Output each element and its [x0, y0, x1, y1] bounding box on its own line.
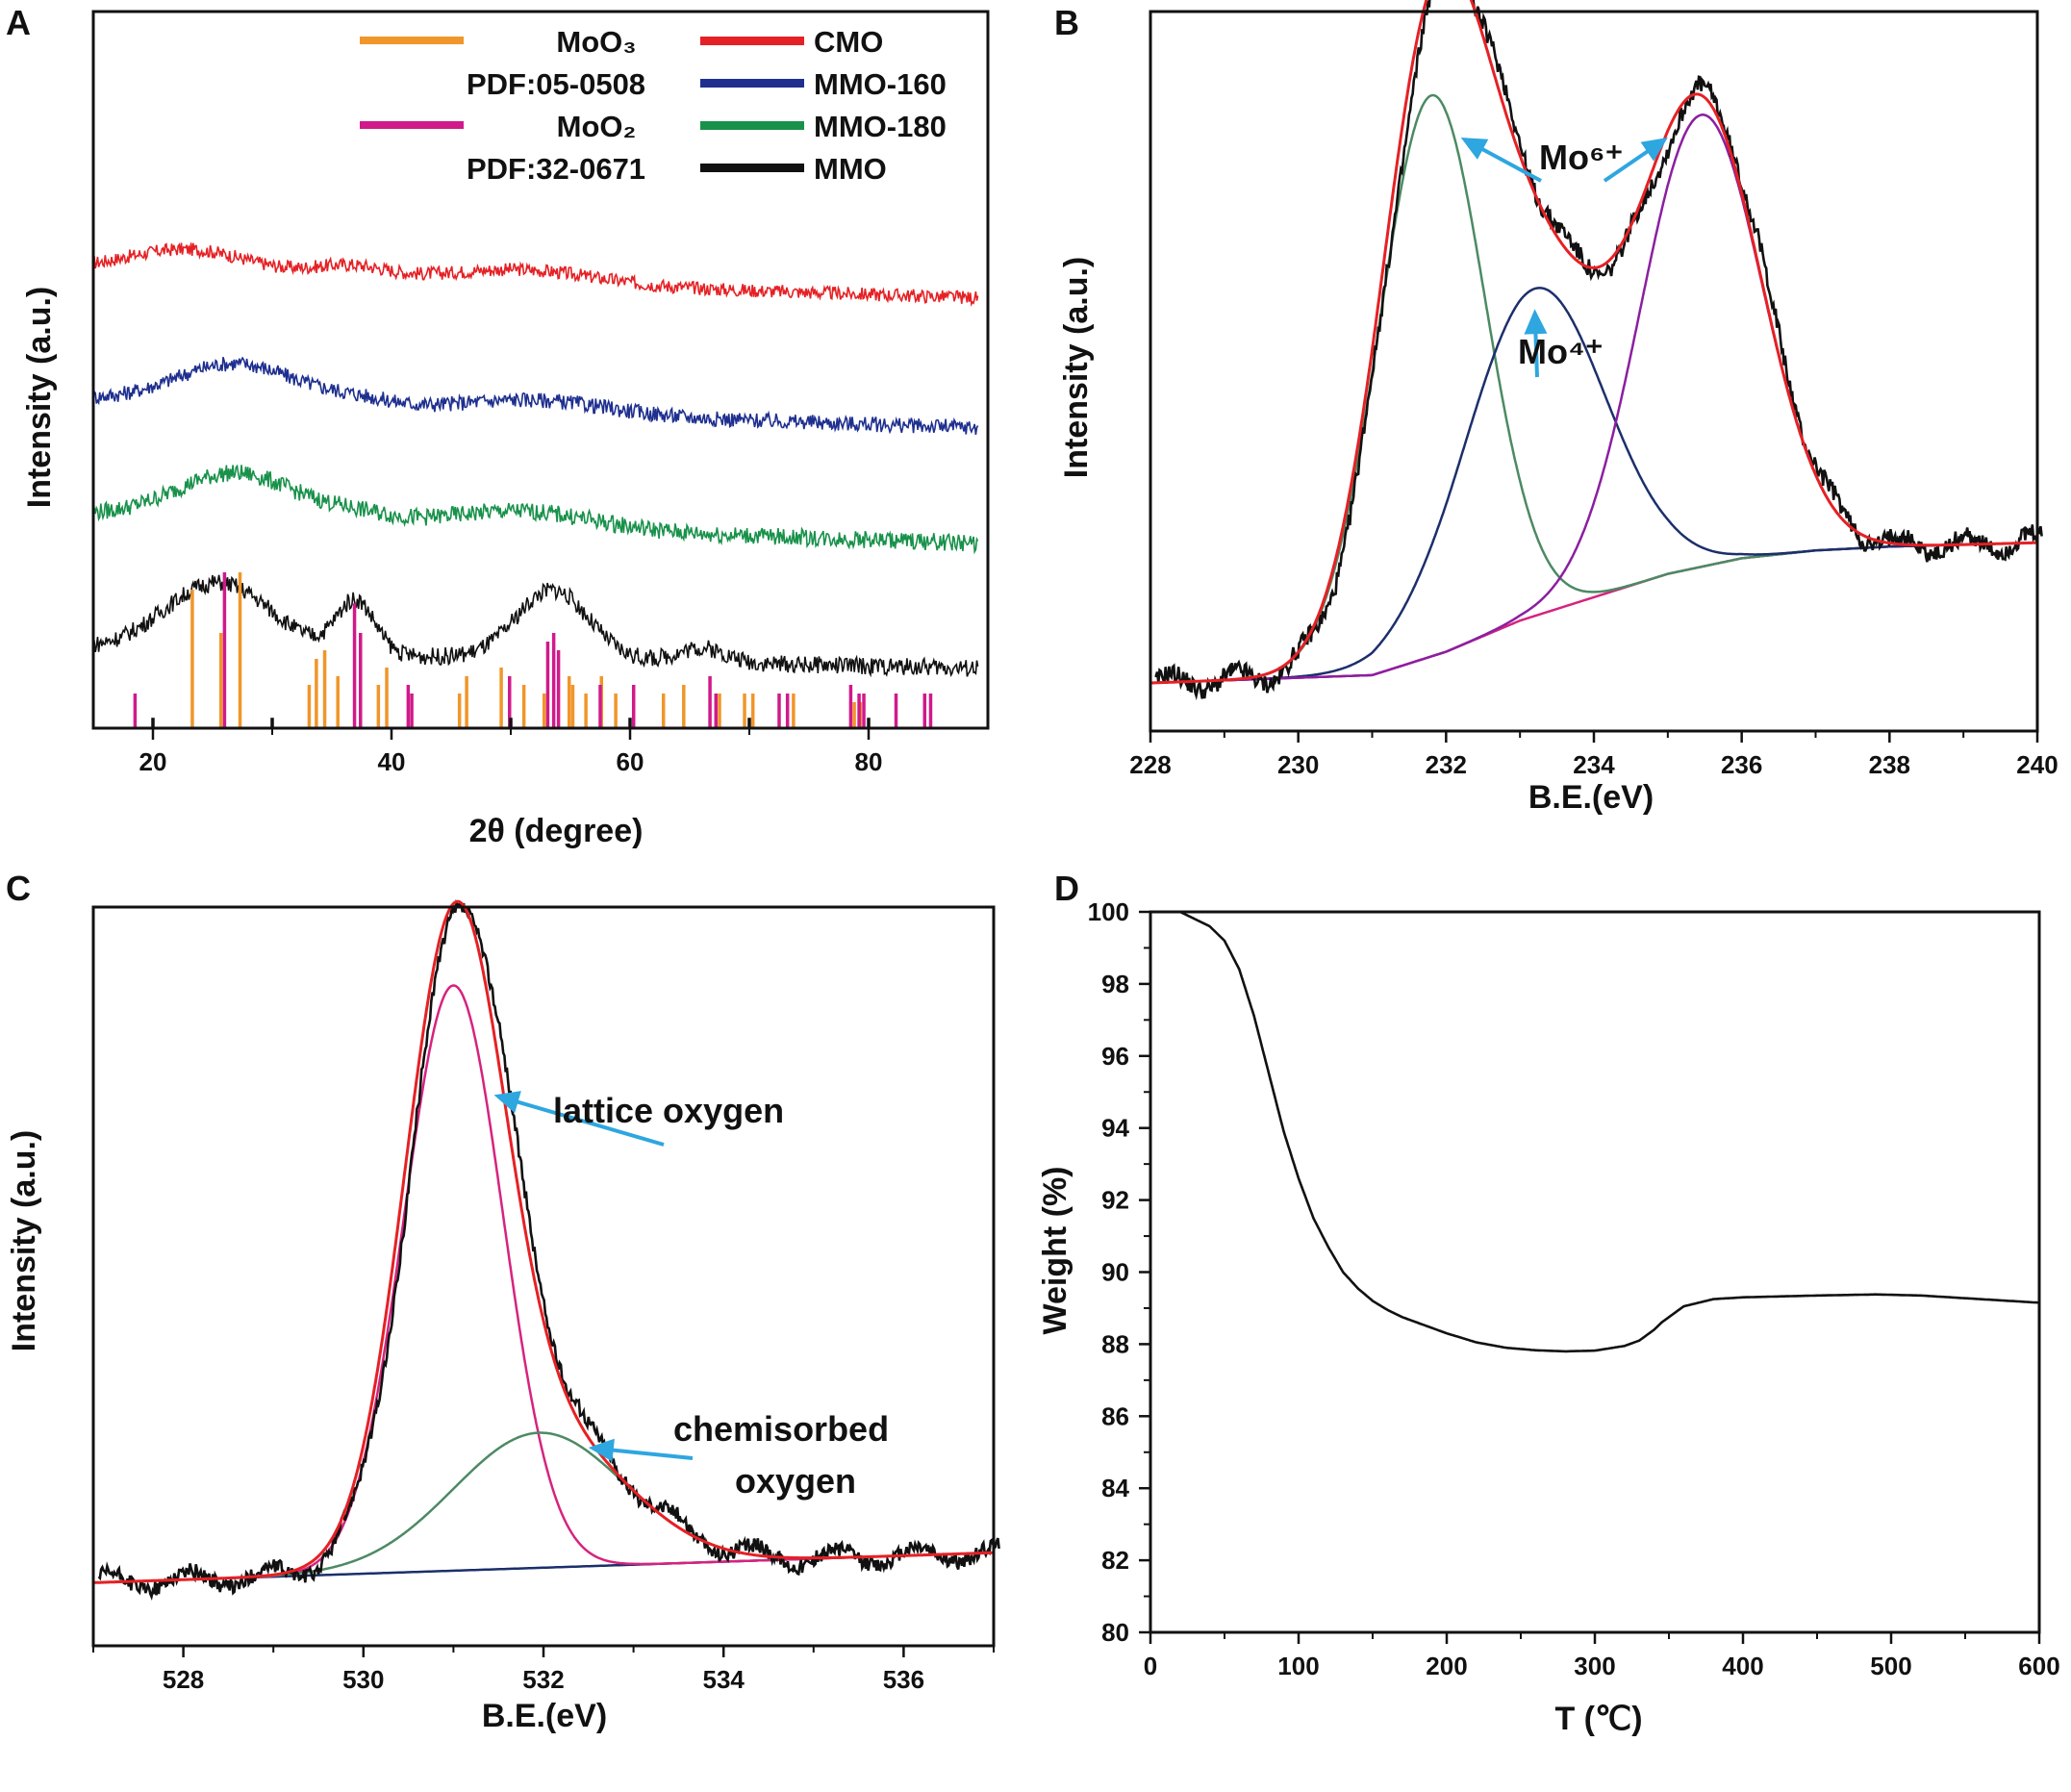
envelope-line — [93, 899, 994, 1584]
xps-mo-plot: 228 230 232 234 236 238 240 — [1129, 0, 2058, 779]
raw-data-line — [1154, 0, 2043, 701]
panel-d-xtick-label: 200 — [1426, 1652, 1467, 1680]
plot-b-xtick-label: 234 — [1573, 750, 1615, 779]
annotation-lattice-oxygen: lattice oxygen — [553, 1091, 784, 1130]
panel-letter-d: D — [1054, 869, 1079, 908]
arrow-lattice-oxygen — [514, 1098, 665, 1147]
arrow-mo4-head — [1524, 309, 1548, 335]
tga-plot: 0 100 200 300 400 500 600 80 82 84 86 88 90 92 94 96 98 1… — [1088, 897, 2060, 1680]
panel-b-annotations: Mo⁶⁺ Mo⁴⁺ — [1518, 138, 1624, 371]
envelope-line — [1150, 0, 2037, 685]
panel-a-ylabel: Intensity (a.u.) — [21, 287, 58, 508]
panel-d-xtick-label: 300 — [1574, 1652, 1615, 1680]
legend-label-mmo: MMO — [814, 152, 887, 186]
panel-d-ytick-label: 84 — [1101, 1474, 1129, 1502]
panel-d-ytick-label: 88 — [1101, 1329, 1129, 1358]
panel-d-xtick-label: 600 — [2018, 1652, 2059, 1680]
panel-d-ytick-label: 100 — [1088, 897, 1129, 926]
arrow-mo6-left-head — [1460, 138, 1489, 160]
panel-letter-c: C — [6, 869, 31, 908]
legend-pdf-moo3: PDF:05-0508 — [467, 67, 645, 101]
component-0 — [1150, 93, 2037, 685]
panel-a-xlabel: 2θ (degree) — [469, 813, 644, 849]
panel-d-ytick-label: 80 — [1101, 1618, 1129, 1647]
legend-label-mmo160: MMO-160 — [814, 67, 947, 101]
legend-swatch-moo3 — [360, 37, 464, 44]
plot-b-xtick-label: 228 — [1129, 750, 1171, 779]
xrd-plot: 20 40 60 80 — [91, 10, 990, 776]
plot-b-xtick-label: 236 — [1721, 750, 1762, 779]
panel-d-xtick-label: 0 — [1144, 1652, 1157, 1680]
panel-a-xtick-label: 80 — [855, 747, 883, 776]
series-mmo-180 — [92, 464, 979, 555]
annotation-mo4: Mo⁴⁺ — [1518, 332, 1604, 371]
plot-c-xtick-label: 532 — [522, 1665, 564, 1694]
legend-swatch-cmo — [700, 37, 804, 45]
series-cmo — [92, 242, 979, 307]
panel-c-annotations: lattice oxygen chemisorbed oxygen — [553, 1091, 889, 1501]
plot-b-xtick-label: 230 — [1277, 750, 1319, 779]
raw-data-line — [97, 898, 1000, 1602]
legend-pdf-moo2: PDF:32-0671 — [467, 152, 645, 186]
panel-d-ytick-label: 96 — [1101, 1042, 1129, 1071]
plot-c-xtick-label: 528 — [163, 1665, 204, 1694]
panel-a-xtick-label: 40 — [378, 747, 406, 776]
plot-c-xtick-label: 536 — [883, 1665, 924, 1694]
arrow-mo6-right-head — [1640, 138, 1668, 162]
legend-label-moo2: MoO₂ — [557, 110, 637, 143]
plot-b-xtick-label: 240 — [2016, 750, 2058, 779]
xps-o-plot: 528 530 532 534 536 — [91, 898, 1000, 1694]
plot-c-xtick-label: 530 — [342, 1665, 384, 1694]
panel-a-xtick-label: 60 — [617, 747, 644, 776]
legend-label-mmo180: MMO-180 — [814, 110, 947, 143]
legend-swatch-mmo180 — [700, 121, 804, 130]
component-0 — [93, 984, 994, 1584]
panel-c-xlabel: B.E.(eV) — [482, 1698, 607, 1734]
panel-letter-b: B — [1054, 3, 1079, 42]
plot-b-frame — [1149, 10, 2039, 733]
arrow-lattice-oxygen-head — [493, 1091, 521, 1114]
panel-a-legend: MoO₃ PDF:05-0508 MoO₂ PDF:32-0671 CMO MM… — [360, 25, 947, 186]
panel-d-xtick-label: 100 — [1277, 1652, 1319, 1680]
legend-swatch-mmo160 — [700, 79, 804, 88]
plot-b-xtick-label: 232 — [1426, 750, 1467, 779]
panel-b-xlabel: B.E.(eV) — [1528, 779, 1654, 816]
plot-c-xtick-label: 534 — [703, 1665, 745, 1694]
panel-d-ytick-label: 98 — [1101, 970, 1129, 998]
background-line — [1150, 541, 2037, 685]
panel-d-ytick-label: 90 — [1101, 1258, 1129, 1287]
annotation-chemisorbed: chemisorbed — [673, 1409, 889, 1449]
panel-c-ylabel: Intensity (a.u.) — [6, 1130, 42, 1351]
tga-curve — [1150, 910, 2040, 1353]
panel-d-ytick-label: 92 — [1101, 1186, 1129, 1215]
panel-b-ylabel: Intensity (a.u.) — [1058, 257, 1095, 478]
arrow-chemisorbed-oxygen-head — [588, 1438, 615, 1462]
annotation-oxygen: oxygen — [735, 1461, 856, 1501]
series-mmo-160 — [92, 356, 979, 436]
legend-label-cmo: CMO — [814, 25, 883, 59]
legend-label-moo3: MoO₃ — [556, 25, 636, 59]
panel-d-xtick-label: 400 — [1722, 1652, 1763, 1680]
plot-c-frame — [91, 905, 996, 1648]
panel-letter-a: A — [6, 3, 31, 42]
panel-a-frame — [91, 10, 990, 730]
annotation-mo6: Mo⁶⁺ — [1539, 138, 1624, 177]
panel-d-ytick-label: 82 — [1101, 1546, 1129, 1575]
legend-swatch-moo2 — [360, 121, 464, 129]
panel-a-xtick-label: 20 — [139, 747, 167, 776]
panel-d-ytick-label: 94 — [1101, 1114, 1129, 1143]
panel-d-frame — [1149, 910, 2041, 1634]
panel-d-xlabel: T (℃) — [1554, 1701, 1642, 1737]
panel-d-ytick-label: 86 — [1101, 1401, 1129, 1430]
panel-d-xtick-label: 500 — [1870, 1652, 1911, 1680]
legend-swatch-mmo — [700, 164, 804, 172]
plot-b-xtick-label: 238 — [1869, 750, 1910, 779]
arrow-chemisorbed-oxygen — [600, 1447, 694, 1460]
panel-d-ylabel: Weight (%) — [1037, 1166, 1073, 1334]
